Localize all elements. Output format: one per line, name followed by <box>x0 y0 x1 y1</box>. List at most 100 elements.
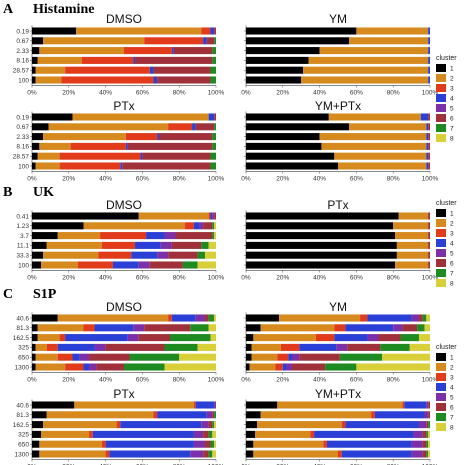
x-tick-label: 60% <box>136 275 149 282</box>
legend-swatch <box>436 279 446 287</box>
bar-segment-cluster-4 <box>135 241 161 249</box>
bar-segment-cluster-6 <box>422 450 427 458</box>
y-tick-label: 3.7 <box>20 233 29 240</box>
bar-segment-cluster-3 <box>116 421 121 429</box>
bar-segment-cluster-6 <box>171 241 202 249</box>
bar-segment-cluster-6 <box>157 76 211 84</box>
bar-segment-cluster-2 <box>35 343 47 351</box>
bar-segment-cluster-6 <box>378 334 401 342</box>
bar-segment-cluster-7 <box>170 334 211 342</box>
chart-title: YM+PTx <box>315 99 361 113</box>
bar-segment-cluster-7 <box>210 76 216 84</box>
bar-segment-cluster-5 <box>94 343 106 351</box>
chart-panel: PTx 0% 20% 40% 60% 80% 100% <box>241 198 438 282</box>
bar-segment-cluster-2 <box>257 421 342 429</box>
bar-segment-cluster-3 <box>184 222 194 230</box>
bar-segment-cluster-1 <box>246 251 397 259</box>
bar-segment-cluster-8 <box>356 363 430 371</box>
bar-segment-cluster-1 <box>246 76 302 84</box>
bar-segment-cluster-2 <box>37 56 82 64</box>
x-tick-label: 80% <box>173 275 186 282</box>
bar-segment-cluster-8 <box>179 353 216 361</box>
bar-segment-cluster-6 <box>418 314 423 322</box>
bar-segment-cluster-6 <box>208 421 213 429</box>
bar-segment-cluster-3 <box>275 363 283 371</box>
bar-segment-cluster-3 <box>83 324 95 332</box>
bar-segment-cluster-8 <box>426 314 430 322</box>
bar-segment-cluster-8 <box>214 314 216 322</box>
bar-segment-cluster-6 <box>428 212 430 220</box>
y-tick-label: 325 <box>18 432 29 439</box>
legend-swatch <box>436 393 446 401</box>
bar-segment-cluster-7 <box>426 450 429 458</box>
bar-segment-cluster-1 <box>246 66 304 74</box>
bar-segment-cluster-6 <box>292 363 326 371</box>
bar-segment-cluster-2 <box>398 212 429 220</box>
bar-segment-cluster-4 <box>282 363 287 371</box>
bar-segment-cluster-2 <box>46 241 102 249</box>
x-tick-label: 40% <box>99 464 112 465</box>
bar-segment-cluster-1 <box>246 47 320 55</box>
legend-label: 1 <box>450 211 454 218</box>
bar-segment-cluster-4 <box>334 334 368 342</box>
bar-segment-cluster-7 <box>212 47 216 55</box>
x-tick-label: 100% <box>208 176 225 183</box>
bar-segment-cluster-6 <box>214 113 216 121</box>
bar-segment-cluster-7 <box>182 261 198 269</box>
legend-label: 3 <box>450 86 454 93</box>
legend-title: cluster <box>436 55 457 62</box>
legend-label: 2 <box>450 365 454 372</box>
y-tick-label: 0.41 <box>16 213 29 220</box>
bar-segment-cluster-7 <box>190 324 209 332</box>
x-tick-label: 60% <box>136 464 149 465</box>
bar-segment-cluster-4 <box>171 314 196 322</box>
bar-segment-cluster-7 <box>428 421 430 429</box>
bar-segment-cluster-2 <box>39 450 106 458</box>
bar-segment-cluster-4 <box>120 421 202 429</box>
bar-segment-cluster-3 <box>105 450 110 458</box>
bar-segment-cluster-5 <box>292 353 300 361</box>
bar-segment-cluster-4 <box>426 142 429 150</box>
bar-segment-cluster-4 <box>203 37 207 45</box>
bar-segment-cluster-5 <box>157 251 169 259</box>
bar-segment-cluster-2 <box>35 76 62 84</box>
bar-segment-cluster-2 <box>395 232 429 240</box>
chart-panel: YM 0% 20% 40% 60% 80% 100% <box>241 300 438 384</box>
bar-segment-cluster-2 <box>37 334 60 342</box>
bar-segment-cluster-4 <box>149 66 154 74</box>
y-tick-label: 1300 <box>15 451 30 458</box>
bar-segment-cluster-6 <box>142 152 211 160</box>
bar-segment-cluster-1 <box>32 37 44 45</box>
bar-segment-cluster-5 <box>79 353 90 361</box>
bar-segment-cluster-6 <box>144 324 191 332</box>
bar-segment-cluster-1 <box>246 440 254 448</box>
bar-segment-cluster-4 <box>195 401 215 409</box>
panels: DMSO 0% 20% 40% 60% 80% 100% 0.19 0.67 2.33 8.16 28… <box>13 12 439 465</box>
bar-segment-cluster-2 <box>308 56 429 64</box>
bar-segment-cluster-3 <box>315 334 335 342</box>
bar-segment-cluster-5 <box>367 334 379 342</box>
bar-segment-cluster-5 <box>336 343 348 351</box>
bar-segment-cluster-5 <box>138 261 150 269</box>
bar-segment-cluster-1 <box>32 324 38 332</box>
bar-segment-cluster-8 <box>208 324 216 332</box>
bar-segment-cluster-4 <box>65 334 128 342</box>
bar-segment-cluster-2 <box>349 123 427 131</box>
bar-segment-cluster-5 <box>190 450 204 458</box>
bar-segment-cluster-2 <box>396 241 429 249</box>
bar-segment-cluster-1 <box>246 430 256 438</box>
bar-segment-cluster-4 <box>426 133 429 141</box>
bar-segment-cluster-8 <box>428 430 430 438</box>
bar-segment-cluster-3 <box>125 133 158 141</box>
bar-segment-cluster-3 <box>89 430 93 438</box>
bar-segment-cluster-2 <box>253 450 338 458</box>
bar-segment-cluster-5 <box>286 363 292 371</box>
section-b-letter: B <box>3 185 12 200</box>
chart-panel: YM+PTx 0% 20% 40% 60% 80% 100% <box>241 99 438 183</box>
bar-segment-cluster-8 <box>164 363 216 371</box>
bar-segment-cluster-2 <box>41 261 78 269</box>
bar-segment-cluster-8 <box>214 232 216 240</box>
bar-segment-cluster-7 <box>426 440 429 448</box>
bar-segment-cluster-4 <box>94 324 134 332</box>
bar-segment-cluster-1 <box>246 222 394 230</box>
